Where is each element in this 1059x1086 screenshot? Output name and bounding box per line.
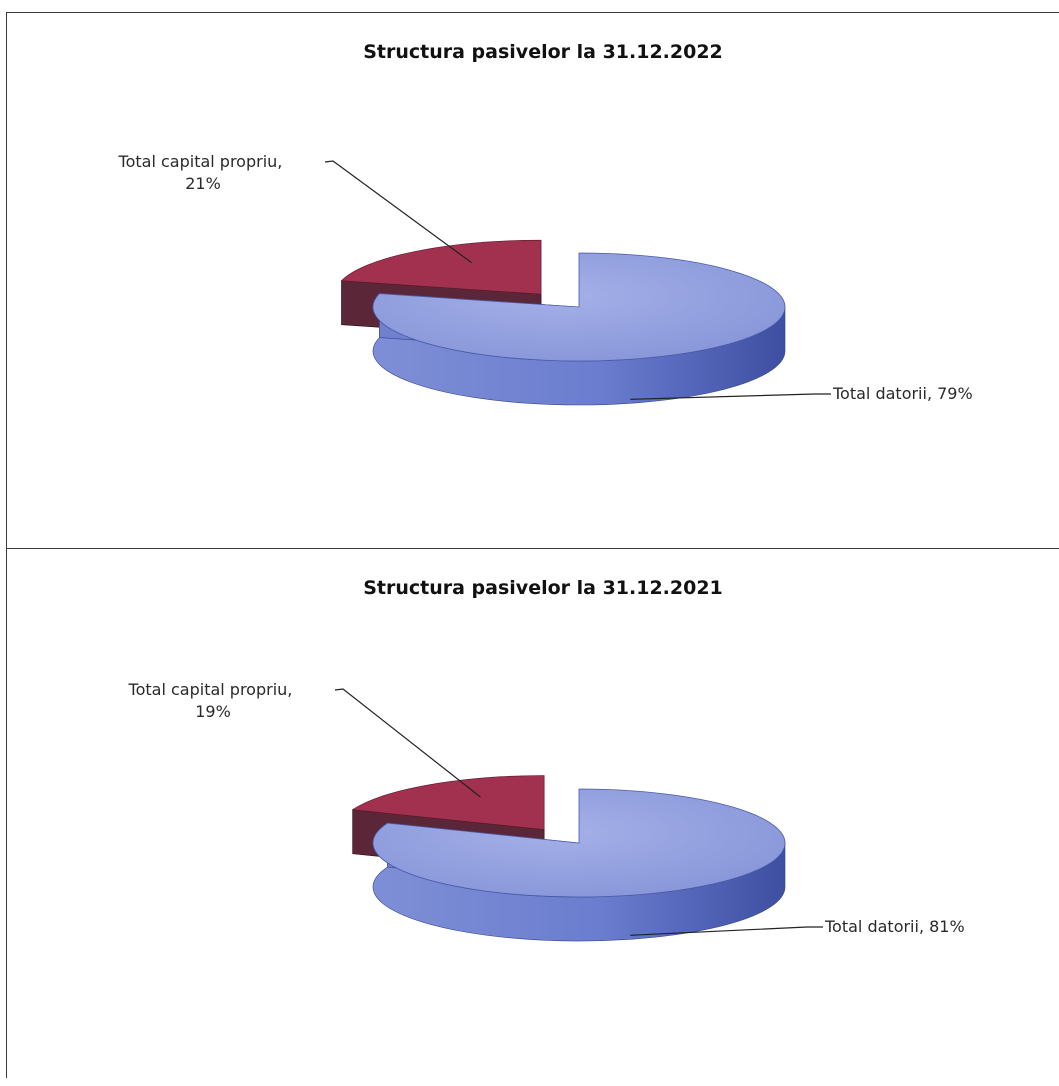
- pie-slice-capital: [340, 239, 542, 295]
- data-label-capital-line-1: Total capital propriu,: [118, 152, 283, 171]
- data-label-capital-line-2: 19%: [195, 702, 231, 721]
- chart-title: Structura pasivelor la 31.12.2022: [363, 41, 723, 63]
- pie-layer: [351, 775, 786, 942]
- label-layer: Total capital propriu, 21% Total datorii…: [118, 152, 973, 403]
- pie-layer: [340, 239, 786, 406]
- data-label-capital: Total capital propriu, 19%: [128, 680, 298, 721]
- pie-chart-svg: Structura pasivelor la 31.12.2021 Total …: [128, 577, 965, 942]
- pie-slice-datorii: [372, 252, 786, 362]
- data-label-datorii: Total datorii, 81%: [824, 917, 965, 936]
- data-label-capital-line-1: Total capital propriu,: [128, 680, 293, 699]
- leader-line-datorii: [630, 926, 823, 936]
- pie-slice-datorii: [372, 788, 786, 898]
- leader-line-capital: [334, 688, 481, 798]
- pie-chart-svg: Structura pasivelor la 31.12.2022 Total …: [118, 41, 973, 406]
- chart-title: Structura pasivelor la 31.12.2021: [363, 577, 723, 599]
- pie-slice-capital: [351, 775, 545, 830]
- leader-line-datorii: [630, 393, 831, 400]
- pie-chart-2022: Structura pasivelor la 31.12.2022 Total …: [6, 12, 1059, 549]
- leader-line-capital: [324, 160, 472, 264]
- data-label-datorii: Total datorii, 79%: [832, 384, 973, 403]
- data-label-datorii-line-1: Total datorii, 79%: [832, 384, 973, 403]
- label-layer: Total capital propriu, 19% Total datorii…: [128, 680, 965, 936]
- data-label-datorii-line-1: Total datorii, 81%: [824, 917, 965, 936]
- data-label-capital-line-2: 21%: [185, 174, 221, 193]
- pie-chart-2021: Structura pasivelor la 31.12.2021 Total …: [6, 548, 1059, 1078]
- data-label-capital: Total capital propriu, 21%: [118, 152, 288, 193]
